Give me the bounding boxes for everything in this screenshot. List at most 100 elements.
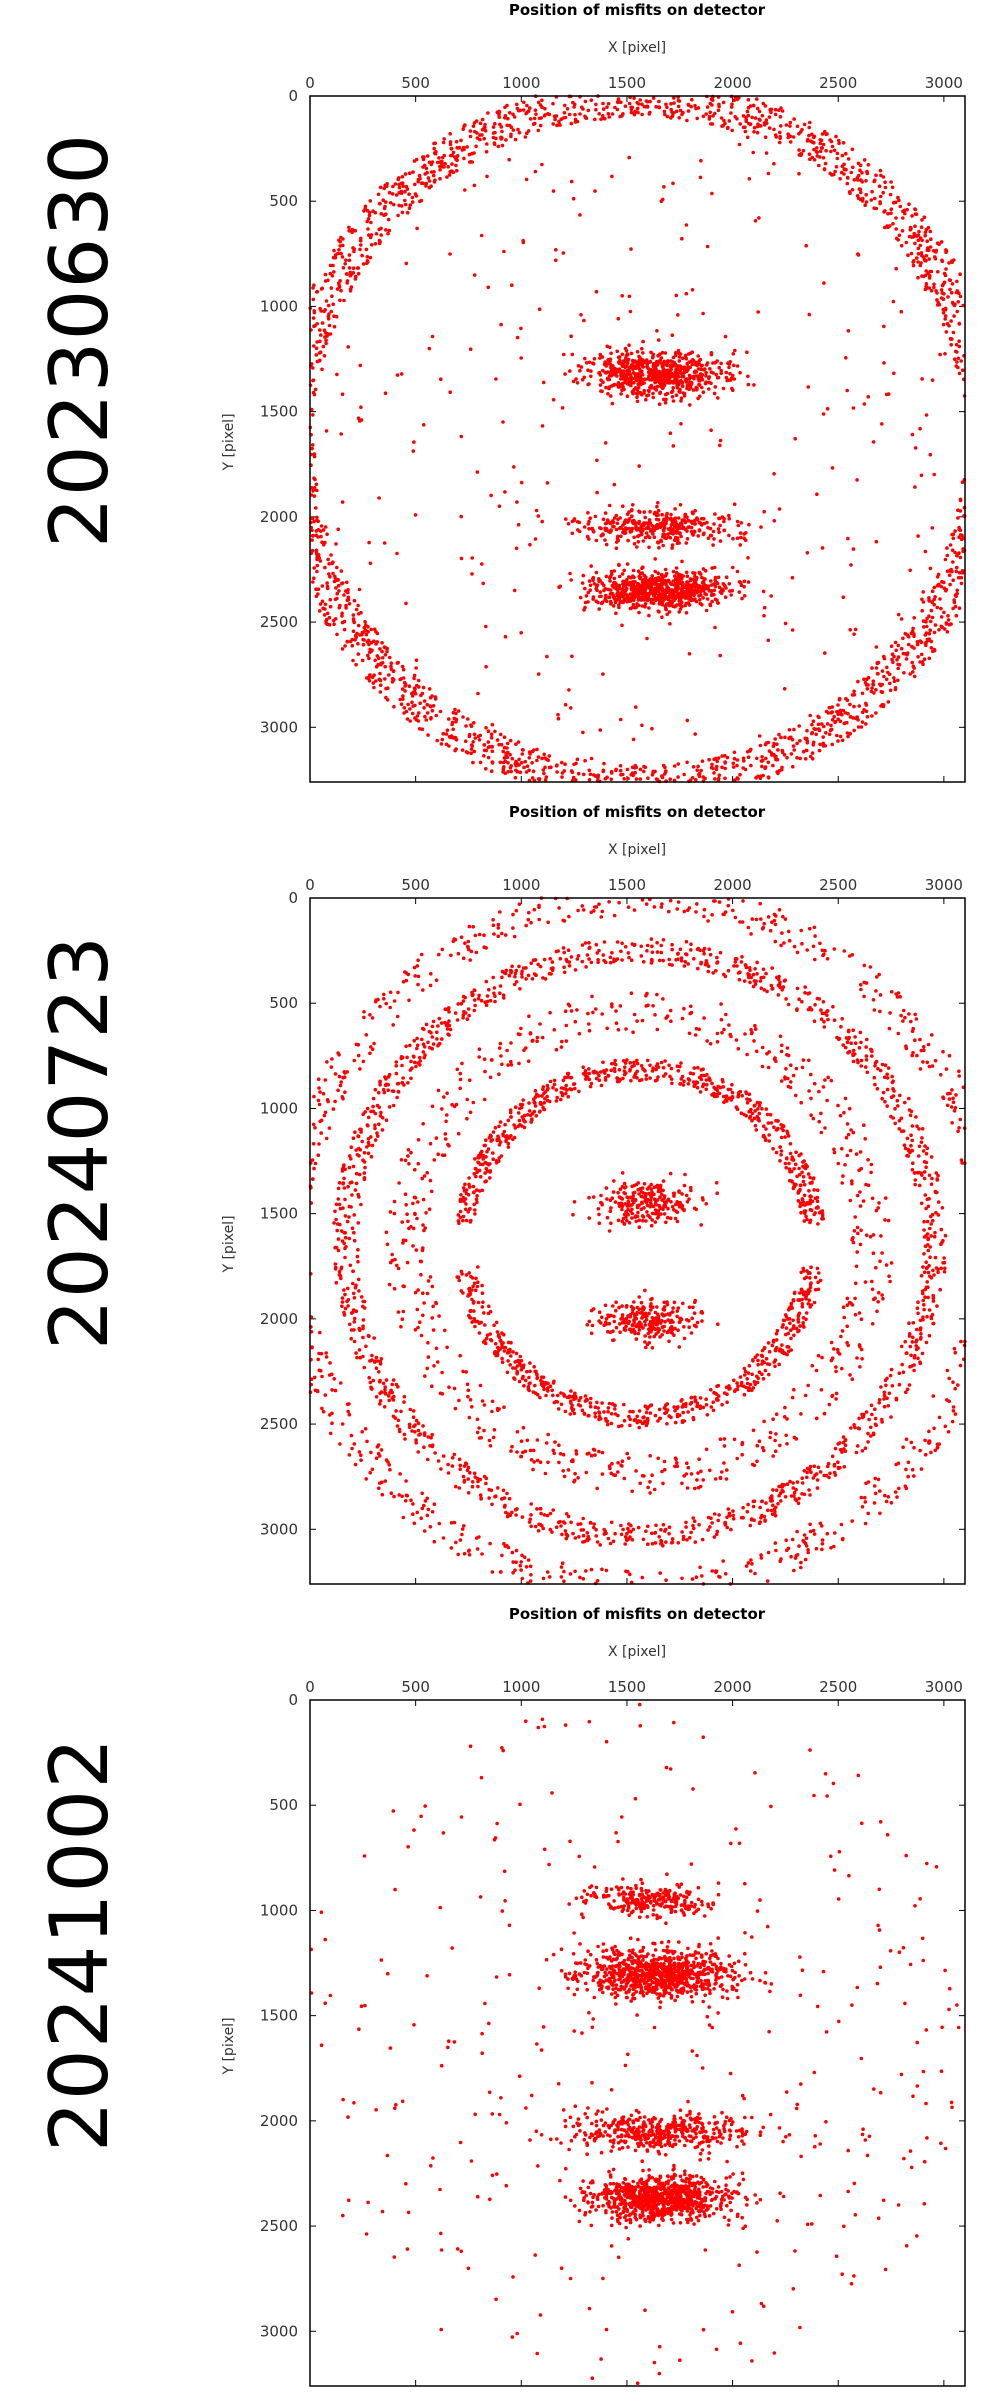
data-point: [480, 562, 484, 566]
data-point: [951, 578, 955, 582]
data-point: [635, 387, 640, 392]
data-point: [901, 216, 905, 220]
data-point: [944, 249, 949, 253]
data-point: [659, 538, 663, 543]
data-point: [704, 370, 708, 375]
data-point: [681, 371, 685, 376]
data-point: [461, 1474, 466, 1479]
data-point: [594, 107, 598, 112]
data-point: [815, 146, 819, 150]
data-point: [817, 163, 821, 168]
data-point: [938, 1287, 942, 1292]
data-point: [825, 1009, 830, 1013]
data-point: [817, 748, 822, 753]
data-point: [319, 333, 323, 337]
data-point: [712, 771, 716, 775]
data-point: [534, 508, 539, 513]
data-point: [586, 108, 591, 113]
data-point: [723, 121, 727, 126]
data-point: [637, 533, 641, 538]
data-point: [860, 691, 865, 696]
data-point: [837, 138, 841, 143]
data-point: [684, 291, 689, 296]
data-point: [929, 1155, 934, 1159]
data-point: [467, 734, 472, 739]
data-point: [793, 436, 797, 441]
data-point: [898, 204, 903, 209]
data-point: [699, 158, 703, 163]
data-point: [558, 123, 562, 127]
x-tick-label: 2500: [819, 74, 857, 92]
data-point: [410, 195, 415, 200]
data-point: [478, 760, 483, 765]
data-point: [416, 177, 421, 182]
data-point: [581, 772, 586, 777]
data-point: [658, 352, 662, 357]
data-point: [312, 494, 317, 498]
data-point: [351, 629, 356, 633]
data-point: [586, 522, 591, 526]
data-point: [855, 478, 859, 482]
data-point: [932, 602, 936, 607]
data-point: [472, 749, 477, 754]
data-point: [359, 405, 363, 410]
data-point: [476, 691, 480, 696]
data-point: [664, 590, 669, 595]
data-point: [716, 396, 720, 400]
data-point: [853, 627, 858, 632]
data-point: [387, 1072, 392, 1077]
data-point: [594, 289, 599, 294]
data-point: [792, 117, 796, 121]
data-point: [811, 719, 816, 723]
data-point: [645, 943, 650, 948]
data-point: [670, 395, 675, 399]
data-point: [371, 1104, 375, 1109]
data-point: [339, 569, 344, 573]
data-point: [946, 295, 950, 299]
data-point: [543, 765, 547, 770]
data-point: [440, 737, 445, 742]
data-point: [678, 352, 683, 356]
data-point: [670, 963, 674, 967]
data-point: [318, 350, 323, 355]
data-point: [731, 565, 735, 570]
data-point: [705, 105, 710, 109]
data-point: [892, 679, 897, 683]
data-point: [512, 588, 517, 593]
data-point: [678, 503, 683, 507]
data-point: [408, 1407, 413, 1412]
data-point: [752, 383, 756, 387]
data-point: [687, 593, 692, 597]
data-point: [818, 149, 823, 154]
data-point: [374, 664, 379, 669]
data-point: [383, 653, 388, 657]
data-point: [619, 526, 623, 530]
data-point: [849, 563, 853, 567]
data-point: [571, 196, 576, 201]
data-point: [653, 769, 657, 774]
x-tick-label: 1500: [608, 74, 646, 92]
data-point: [607, 115, 612, 119]
data-point: [316, 553, 321, 557]
data-point: [395, 551, 399, 556]
data-point: [427, 179, 432, 183]
data-point: [414, 194, 419, 198]
data-point: [353, 228, 358, 233]
data-point: [541, 976, 545, 980]
data-point: [852, 178, 857, 182]
data-point: [545, 1513, 550, 1518]
data-point: [597, 579, 601, 584]
data-point: [543, 777, 548, 782]
data-point: [517, 757, 521, 762]
data-point: [885, 1072, 889, 1077]
data-point: [935, 298, 939, 302]
data-point: [609, 1520, 614, 1525]
data-point: [910, 1340, 915, 1344]
data-point: [424, 1022, 429, 1027]
data-point: [677, 116, 681, 120]
data-point: [921, 1265, 925, 1269]
data-point: [412, 676, 416, 681]
data-point: [732, 98, 736, 103]
data-point: [638, 373, 642, 377]
data-point: [477, 738, 482, 742]
